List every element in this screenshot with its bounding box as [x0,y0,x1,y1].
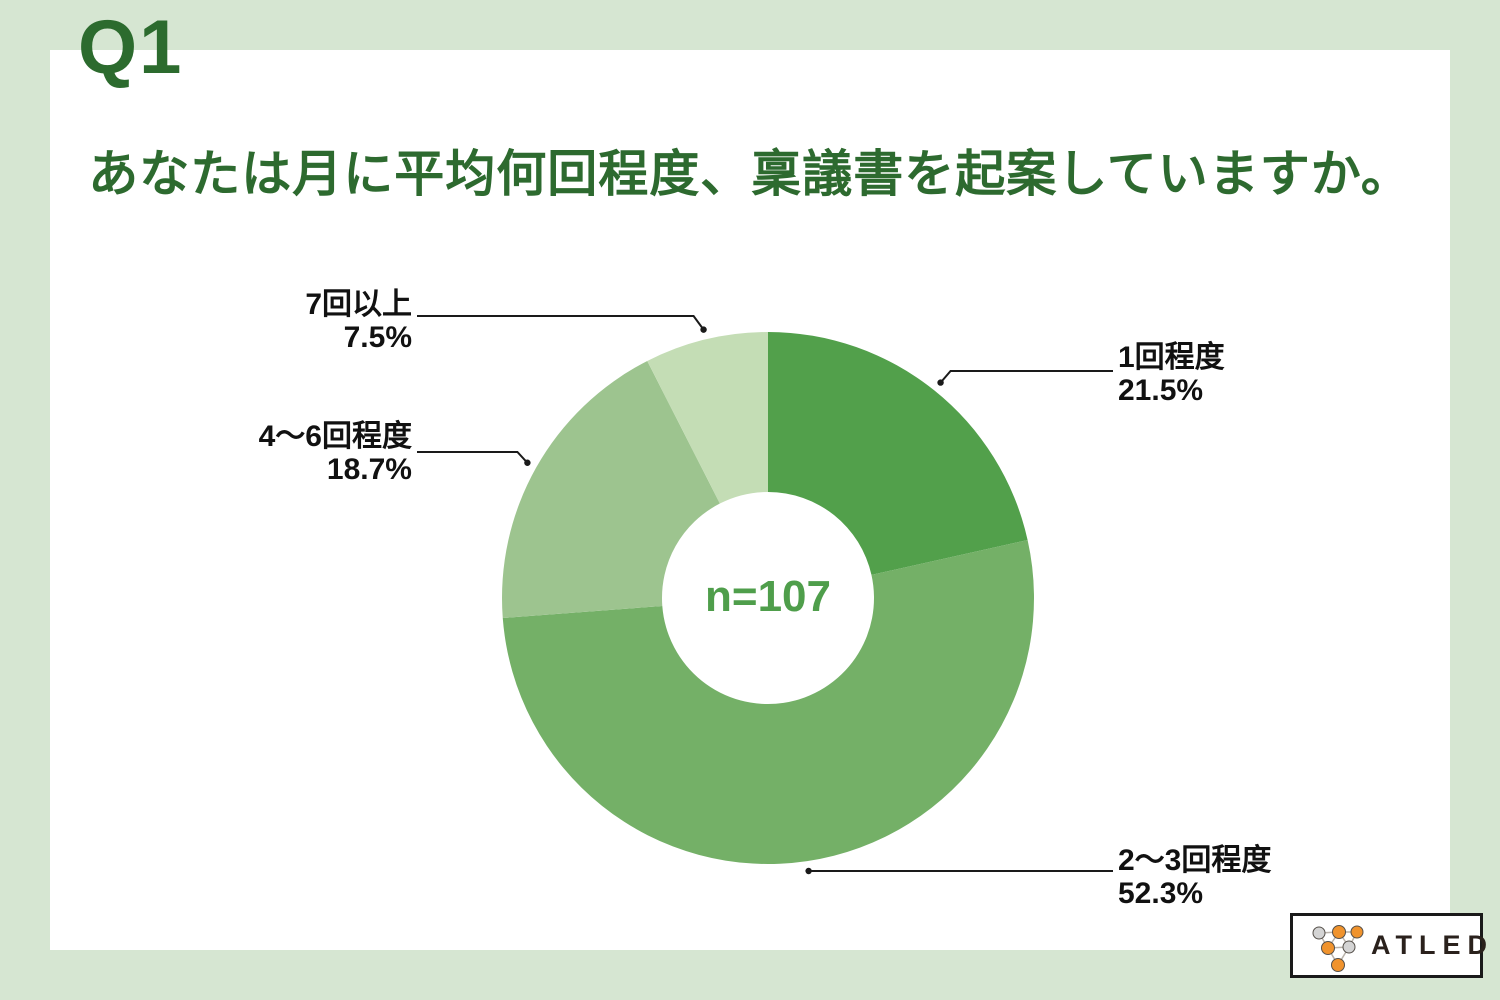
pie-slice-0 [768,332,1028,575]
slice-label-2-3kai: 2〜3回程度 52.3% [1118,844,1271,910]
leader-dot-1 [805,867,812,875]
leader-line-0 [939,370,1113,384]
question-number: Q1 [78,5,184,90]
leader-dot-0 [937,379,944,386]
leader-line-2 [417,451,529,464]
pie-slice-1 [502,539,1034,865]
slice-label-4-6kai: 4〜6回程度 18.7% [259,420,412,486]
slice-label-value: 21.5% [1118,374,1204,407]
leader-dot-3 [700,326,707,333]
slice-label-7kai: 7回以上 7.5% [305,288,412,354]
sample-size-label: n=107 [705,572,831,621]
logo-nodes [1312,925,1364,972]
slice-label-text: 7回以上 [305,288,412,321]
slice-label-text: 1回程度 [1118,341,1225,374]
slice-label-value: 18.7% [326,453,412,486]
slice-label-value: 7.5% [343,321,412,354]
chart-title: あなたは月に平均何回程度、稟議書を起案していますか。 [88,146,1412,202]
leader-dot-2 [524,459,531,466]
atled-logo: ATLED [1290,913,1487,978]
slice-label-text: 2〜3回程度 [1118,844,1272,877]
atled-logo-text: ATLED [1371,930,1494,960]
pie-slice-2 [502,360,720,619]
atled-logo-icon [1312,925,1364,972]
slice-label-text: 4〜6回程度 [258,420,412,453]
slice-label-1kai: 1回程度 21.5% [1118,341,1225,407]
slice-label-value: 52.3% [1118,877,1204,910]
pie-slice-3 [647,332,768,504]
leader-line-3 [417,315,705,331]
